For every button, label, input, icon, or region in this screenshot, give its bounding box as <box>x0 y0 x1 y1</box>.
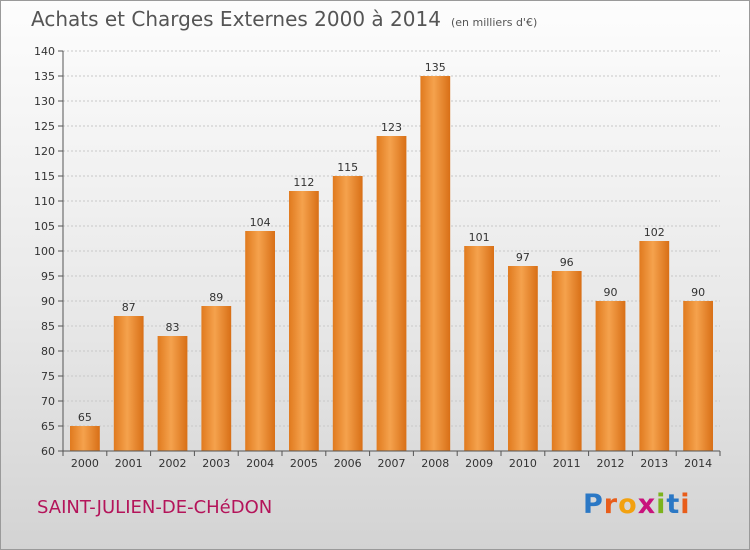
x-tick-label: 2009 <box>465 457 493 470</box>
x-tick-label: 2004 <box>246 457 274 470</box>
bar-value-label: 123 <box>381 121 402 134</box>
bar <box>683 301 713 451</box>
y-tick-label: 70 <box>41 395 55 408</box>
x-tick-label: 2005 <box>290 457 318 470</box>
bar <box>113 316 144 451</box>
bar <box>376 136 407 451</box>
y-tick-label: 140 <box>34 45 55 58</box>
y-tick-label: 135 <box>34 70 55 83</box>
bar-value-label: 102 <box>644 226 665 239</box>
y-tick-label: 115 <box>34 170 55 183</box>
bar-value-label: 101 <box>469 231 490 244</box>
bar <box>70 426 100 451</box>
x-tick-label: 2006 <box>334 457 362 470</box>
bar <box>245 231 275 451</box>
y-tick-label: 120 <box>34 145 55 158</box>
x-tick-label: 2011 <box>553 457 581 470</box>
y-tick-label: 125 <box>34 120 55 133</box>
x-tick-label: 2014 <box>684 457 712 470</box>
logo-letter: P <box>583 489 604 520</box>
x-tick-label: 2001 <box>115 457 143 470</box>
commune-name: SAINT-JULIEN-DE-CHéDON <box>37 497 273 518</box>
y-tick-label: 80 <box>41 345 55 358</box>
x-tick-label: 2010 <box>509 457 537 470</box>
y-tick-label: 100 <box>34 245 55 258</box>
logo-letter: i <box>656 489 667 520</box>
bar-value-label: 90 <box>691 286 705 299</box>
bar-value-label: 65 <box>78 411 92 424</box>
chart-title-text: Achats et Charges Externes 2000 à 2014 <box>31 7 441 31</box>
bar <box>464 246 494 451</box>
x-tick-label: 2008 <box>421 457 449 470</box>
bar-value-label: 135 <box>425 61 446 74</box>
bar-value-label: 97 <box>516 251 530 264</box>
bar <box>508 266 538 451</box>
bar <box>595 301 626 451</box>
x-tick-label: 2000 <box>71 457 99 470</box>
y-tick-label: 110 <box>34 195 55 208</box>
bar <box>289 191 319 451</box>
chart-subtitle: (en milliers d'€) <box>450 16 538 29</box>
logo-letter: t <box>666 489 681 520</box>
bar-value-label: 90 <box>604 286 618 299</box>
bar <box>420 76 451 451</box>
y-tick-label: 60 <box>41 445 55 458</box>
proxiti-logo: Proxiti <box>583 489 691 520</box>
bar <box>157 336 188 451</box>
bar-value-label: 89 <box>209 291 223 304</box>
logo-letter: o <box>618 489 638 520</box>
y-tick-label: 75 <box>41 370 55 383</box>
bar-value-label: 83 <box>166 321 180 334</box>
axes: 60 65 70 75 80 85 90 95 100 105 110 115 120 125 130 135… <box>34 45 721 470</box>
bar-value-label: 112 <box>293 176 314 189</box>
bar <box>201 306 232 451</box>
x-tick-label: 2002 <box>159 457 187 470</box>
bar <box>551 271 582 451</box>
y-tick-label: 130 <box>34 95 55 108</box>
y-tick-label: 90 <box>41 295 55 308</box>
y-tick-label: 65 <box>41 420 55 433</box>
y-tick-label: 105 <box>34 220 55 233</box>
y-tick-label: 85 <box>41 320 55 333</box>
x-tick-label: 2013 <box>640 457 668 470</box>
x-tick-label: 2003 <box>202 457 230 470</box>
logo-letter: r <box>603 489 619 520</box>
bar <box>332 176 363 451</box>
bar <box>639 241 670 451</box>
x-tick-label: 2007 <box>378 457 406 470</box>
bar-value-label: 87 <box>122 301 136 314</box>
x-tick-label: 2012 <box>597 457 625 470</box>
bars: 65 87 83 89 104 112 115 123 135 101 97 96 90 102 90 <box>70 61 713 451</box>
bar-value-label: 115 <box>337 161 358 174</box>
y-tick-label: 95 <box>41 270 55 283</box>
chart-title: Achats et Charges Externes 2000 à 2014 (e… <box>31 7 537 31</box>
bar-value-label: 104 <box>250 216 271 229</box>
logo-letter: x <box>637 489 657 520</box>
bar-value-label: 96 <box>560 256 574 269</box>
logo-letter: i <box>680 489 691 520</box>
